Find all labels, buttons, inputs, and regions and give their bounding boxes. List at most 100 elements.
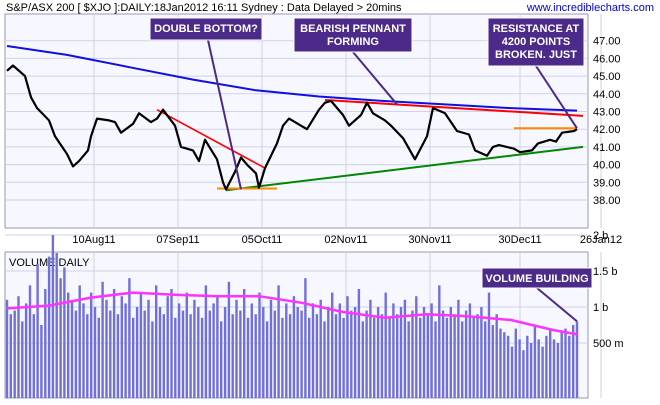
volume-bar — [21, 321, 24, 398]
volume-bar — [231, 314, 234, 398]
volume-bar — [269, 299, 273, 398]
volume-bar — [388, 317, 391, 398]
volume-bar — [376, 307, 380, 398]
volume-bar — [262, 307, 265, 398]
volume-bar — [560, 332, 563, 398]
volume-bar — [281, 317, 284, 398]
volume-bar — [464, 310, 468, 398]
volume-bar — [59, 278, 62, 398]
volume-bar — [338, 303, 341, 398]
annotation-pointer — [207, 39, 242, 190]
volume-bar — [357, 289, 361, 398]
volume-bar — [480, 307, 483, 398]
chart-title: S&P/ASX 200 [ $XJO ]:DAILY:18Jan2012 16:… — [6, 2, 402, 14]
volume-tick-label: 1 b — [593, 302, 608, 314]
volume-bar — [55, 253, 58, 398]
x-tick-label: 05Oct11 — [242, 234, 283, 246]
volume-bar — [189, 314, 192, 398]
volume-bar — [47, 256, 51, 398]
price-tick-label: 44.00 — [593, 89, 621, 101]
volume-bar — [63, 267, 66, 398]
volume-bar — [285, 303, 288, 398]
volume-bar — [552, 339, 556, 398]
volume-bar — [518, 339, 521, 398]
annotation-box — [487, 17, 585, 67]
volume-bar — [212, 303, 215, 398]
volume-bar — [246, 317, 250, 398]
volume-bar — [220, 321, 223, 398]
volume-bar — [438, 285, 441, 398]
volume-bar — [170, 289, 173, 398]
volume-bar — [24, 303, 28, 398]
downtrend-line — [156, 108, 266, 169]
volume-ma-layer — [6, 291, 578, 336]
volume-bar — [541, 346, 544, 398]
volume-bar — [403, 299, 407, 398]
volume-bar — [120, 296, 123, 398]
volume-bar — [422, 307, 426, 398]
price-layer — [6, 64, 578, 191]
volume-bar — [434, 321, 437, 398]
volume-bar — [143, 310, 146, 398]
volume-bar — [449, 307, 452, 398]
volume-bar — [549, 328, 552, 398]
volume-bar — [239, 310, 242, 398]
price-tick-label: 47.00 — [593, 36, 621, 48]
volume-bar — [484, 321, 487, 398]
volume-tick-label: 1.5 b — [593, 266, 617, 278]
volume-bar — [70, 299, 74, 398]
annotation-box — [149, 17, 263, 41]
volume-bar — [40, 325, 43, 398]
volume-bar — [514, 328, 517, 398]
x-tick-label: 30Nov11 — [408, 234, 451, 246]
source-link[interactable]: www.incrediblecharts.com — [526, 2, 654, 14]
volume-bar — [67, 292, 70, 398]
volume-bar — [369, 299, 372, 398]
volume-bar — [407, 321, 410, 398]
price-tick-label: 46.00 — [593, 53, 621, 65]
volume-bar — [128, 278, 131, 398]
volume-bar — [32, 314, 35, 398]
volume-bar — [227, 281, 231, 398]
volume-bar — [472, 317, 475, 398]
volume-bar — [564, 328, 567, 398]
volume-bar — [392, 303, 395, 398]
price-tick-label: 39.00 — [593, 177, 621, 189]
volume-bar — [537, 339, 540, 398]
volume-bar — [147, 299, 150, 398]
volume-bar — [155, 285, 158, 398]
volume-bar — [139, 292, 143, 398]
volume-bar — [44, 289, 47, 398]
volume-bar — [311, 303, 315, 398]
annotation-pointer — [535, 65, 578, 129]
volume-bar — [441, 310, 445, 398]
volume-bar — [9, 314, 12, 398]
support-line — [225, 145, 584, 192]
volume-bar — [135, 307, 139, 398]
volume-bar — [132, 317, 135, 398]
volume-bar — [506, 335, 510, 398]
annotation-box — [293, 17, 413, 53]
volume-bar — [572, 325, 575, 398]
annotation-pointer — [536, 287, 578, 323]
volume-bar — [350, 310, 353, 398]
volume-bar — [384, 292, 387, 398]
x-tick-label: 02Nov11 — [324, 234, 367, 246]
annotation-text: 4200 POINTS — [502, 36, 570, 48]
volume-bar — [208, 310, 211, 398]
volume-bar — [529, 343, 533, 398]
volume-bar — [185, 292, 188, 398]
volume-bar — [361, 321, 364, 398]
volume-bar — [288, 314, 292, 398]
volume-bar — [112, 289, 116, 398]
annotation-pointer — [352, 51, 398, 106]
volume-bar — [174, 317, 177, 398]
volume-bar — [300, 310, 303, 398]
volume-bar — [346, 296, 349, 398]
volume-bar — [13, 310, 16, 398]
price-tick-label: 38.00 — [593, 195, 621, 207]
volume-bar — [331, 292, 334, 398]
x-axis: 10Aug11 07Sep11 05Oct11 02Nov11 30Nov11 30Dec… — [72, 234, 622, 246]
volume-bar — [533, 325, 537, 398]
volume-bar — [82, 303, 85, 398]
